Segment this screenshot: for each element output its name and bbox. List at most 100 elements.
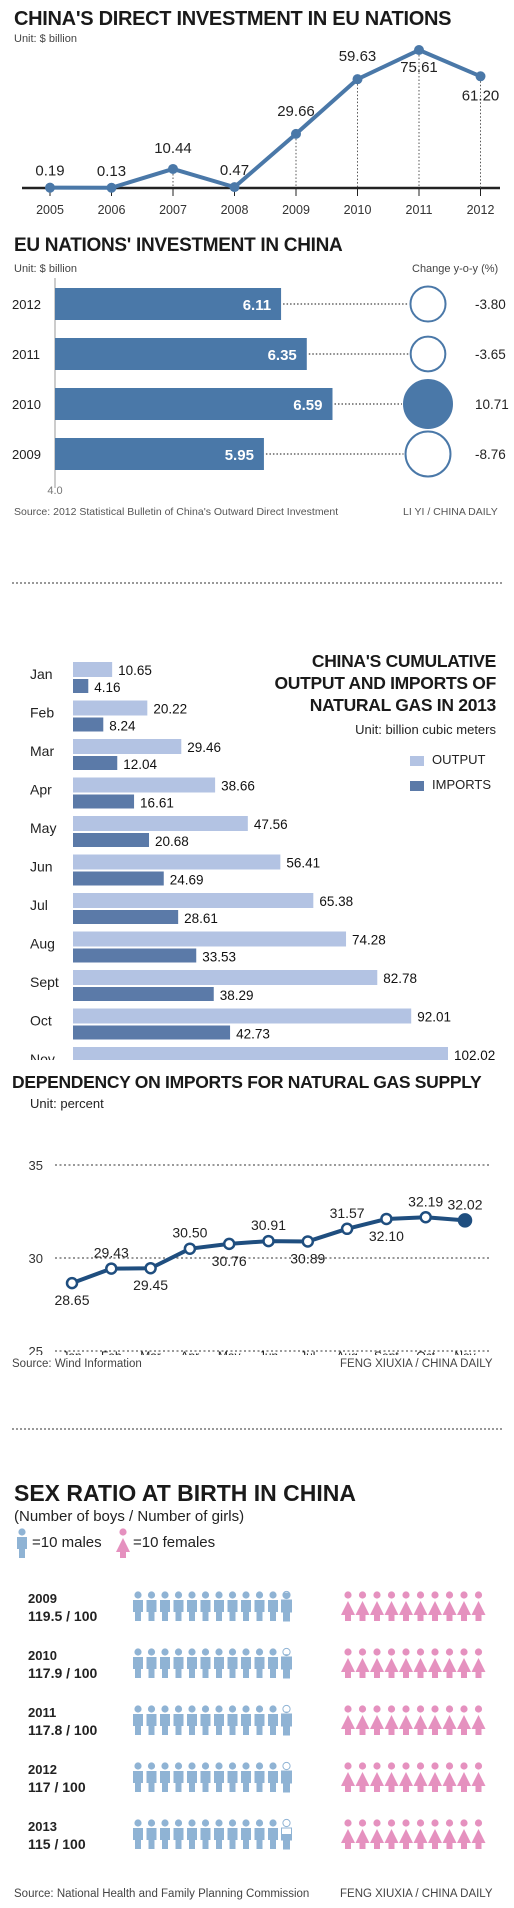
icon-head-outline bbox=[282, 1761, 291, 1771]
icon-body bbox=[268, 1771, 278, 1792]
icon-body bbox=[241, 1657, 251, 1678]
icon-body bbox=[355, 1715, 370, 1735]
female-icon bbox=[428, 1591, 442, 1621]
icon-body bbox=[173, 1714, 184, 1735]
icon-body bbox=[200, 1714, 211, 1735]
male-icon bbox=[200, 1705, 211, 1735]
icon-head bbox=[161, 1762, 169, 1770]
icon-head bbox=[269, 1705, 277, 1713]
male-icon bbox=[241, 1591, 251, 1621]
icon-body bbox=[384, 1715, 399, 1735]
male-icon bbox=[160, 1648, 170, 1678]
male-icon bbox=[214, 1819, 224, 1849]
icon-head bbox=[474, 1819, 483, 1827]
icon-head bbox=[358, 1591, 367, 1599]
male-icon bbox=[173, 1648, 184, 1678]
imports-bar bbox=[73, 910, 179, 924]
female-icon bbox=[399, 1819, 413, 1849]
icon-head bbox=[174, 1591, 183, 1599]
output-label: 56.41 bbox=[286, 856, 320, 871]
icon-body bbox=[160, 1600, 170, 1621]
icon-body bbox=[281, 1714, 292, 1735]
icon-body bbox=[442, 1715, 457, 1735]
icon-body bbox=[341, 1772, 355, 1792]
female-icon bbox=[442, 1819, 457, 1849]
icon-body bbox=[173, 1657, 184, 1678]
icon-head bbox=[201, 1819, 210, 1827]
female-icon bbox=[457, 1648, 471, 1678]
icon-head bbox=[201, 1705, 210, 1713]
bar-value-label: 6.11 bbox=[243, 297, 271, 314]
data-point bbox=[144, 1261, 157, 1275]
output-bar bbox=[73, 1047, 448, 1060]
output-label: 38.66 bbox=[221, 779, 255, 794]
icon-body-outline bbox=[281, 1827, 292, 1850]
icon-head bbox=[215, 1648, 223, 1656]
male-icon bbox=[173, 1705, 184, 1735]
imports-label: 42.73 bbox=[236, 1027, 270, 1042]
data-label: 75.61 bbox=[400, 59, 438, 76]
section3-unit: Unit: billion cubic meters bbox=[355, 722, 496, 737]
icon-body bbox=[341, 1715, 355, 1735]
icon-body bbox=[281, 1771, 292, 1792]
icon-head bbox=[445, 1762, 454, 1770]
data-point bbox=[106, 182, 117, 193]
change-label: -8.76 bbox=[475, 447, 506, 462]
icon-body bbox=[384, 1829, 399, 1849]
male-icon bbox=[214, 1591, 224, 1621]
change-yoy-header: Change y-o-y (%) bbox=[412, 263, 499, 275]
month-label: Feb bbox=[30, 705, 54, 721]
month-label: Jun bbox=[30, 859, 53, 875]
icon-head bbox=[161, 1819, 169, 1827]
legend-imports-swatch bbox=[410, 780, 424, 791]
icon-head bbox=[188, 1819, 196, 1827]
icon-head bbox=[373, 1591, 381, 1599]
icon-head bbox=[228, 1591, 237, 1599]
output-label: 29.46 bbox=[187, 740, 221, 755]
male-icon bbox=[227, 1648, 238, 1678]
section2-credit: LI YI / CHINA DAILY bbox=[403, 506, 498, 518]
x-tick-label: Aug bbox=[336, 1349, 357, 1355]
month-label: Nov bbox=[30, 1051, 55, 1060]
data-point bbox=[105, 1262, 118, 1275]
icon-head bbox=[283, 1762, 290, 1769]
icon-head bbox=[161, 1591, 169, 1599]
male-icon bbox=[160, 1591, 170, 1621]
icon-head bbox=[147, 1648, 156, 1656]
icon-body bbox=[133, 1714, 143, 1735]
change-label: -3.80 bbox=[475, 297, 506, 312]
female-icon bbox=[413, 1591, 428, 1621]
eu-investment-bar-chart: 4.0 2012 6.11 -3.80 2011 6.35 -3.65 2010 6.59 10.… bbox=[12, 278, 509, 497]
row-year: 2012 bbox=[28, 1762, 57, 1777]
icon-head bbox=[445, 1591, 454, 1599]
category-label: 2011 bbox=[12, 347, 40, 362]
male-icon bbox=[187, 1705, 197, 1735]
month-label: Aug bbox=[30, 936, 55, 952]
row-ratio: 117 / 100 bbox=[28, 1779, 86, 1795]
legend-output-label: OUTPUT bbox=[432, 752, 486, 767]
icon-head bbox=[269, 1591, 277, 1599]
icon-body bbox=[200, 1828, 211, 1849]
icon-body bbox=[173, 1828, 184, 1849]
icon-head bbox=[373, 1648, 381, 1656]
imports-label: 12.04 bbox=[123, 757, 157, 772]
icon-body bbox=[187, 1828, 197, 1849]
icon-body bbox=[281, 1657, 292, 1678]
icon-body bbox=[227, 1657, 238, 1678]
data-label: 0.13 bbox=[97, 163, 126, 180]
x-tick-label: Sept bbox=[374, 1349, 399, 1355]
male-icon bbox=[146, 1819, 157, 1849]
icon-body bbox=[268, 1828, 278, 1849]
change-bubble bbox=[409, 285, 447, 323]
icon-head bbox=[431, 1648, 439, 1656]
x-tick-label: Jun bbox=[259, 1349, 278, 1355]
icon-body bbox=[471, 1601, 486, 1621]
imports-bar bbox=[73, 871, 164, 886]
icon-body bbox=[200, 1657, 211, 1678]
output-bar bbox=[73, 854, 281, 870]
icon-body bbox=[442, 1601, 457, 1621]
male-icon bbox=[281, 1818, 292, 1850]
female-icon bbox=[399, 1591, 413, 1621]
section5-credit: FENG XIUXIA / CHINA DAILY bbox=[340, 1888, 493, 1900]
